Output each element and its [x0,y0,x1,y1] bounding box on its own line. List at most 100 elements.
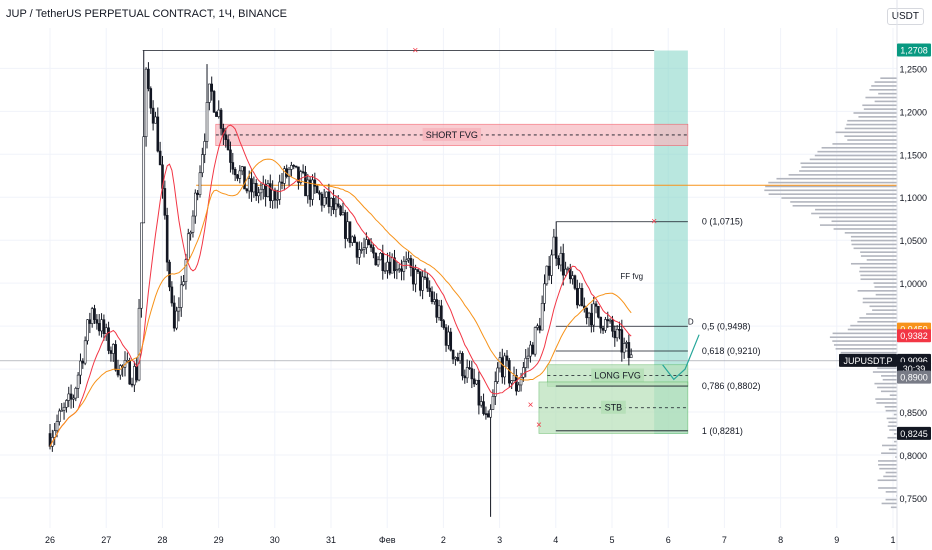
volume-profile-bar [790,201,897,203]
candle-body [538,325,542,331]
candle-body [97,323,101,332]
volume-profile-bar [876,402,897,404]
volume-profile-bar [875,293,897,296]
fvg-zones: SHORT FVG LONG FVG STB [215,50,689,434]
x-tick-label: 29 [214,535,224,545]
time-axis[interactable]: 26 27 28 29 30 31 Фев 2 3 4 5 6 7 8 9 1 [45,535,896,545]
candle-body [611,319,614,332]
candle-body [339,206,342,216]
candle-body [273,189,277,201]
volume-profile-bar [814,154,897,157]
volume-profile-bar [851,243,897,246]
candle-body [440,305,443,321]
volume-profile-bar [871,85,897,87]
currency-selector[interactable]: USDT [886,8,924,25]
candle-body [102,319,106,334]
candle-body [545,265,549,285]
candle-body [334,203,338,211]
candle-body [369,244,373,248]
candle-body [107,327,110,351]
volume-profile-bar [768,193,897,195]
candle-body [367,239,371,245]
volume-profile-bar [850,324,897,327]
candle-body [458,353,462,361]
candle-body [358,249,361,258]
candle-body [470,368,474,380]
candle-body [531,344,535,355]
volume-profile-bar [850,239,897,242]
candle-body [426,277,429,289]
candle-body [154,116,157,124]
fib-label: 0 (1,0715) [702,217,743,227]
candle-body [522,367,525,378]
candle-body [308,179,312,200]
volume-profile-bar [819,216,897,219]
candle-body [575,288,579,306]
candle-body [620,329,624,353]
ema-fast-line [49,124,632,447]
candle-body [557,258,560,266]
candle-body [625,342,628,344]
candle-body [442,320,446,328]
volume-profile [764,77,897,509]
volume-profile-bar [801,166,897,168]
candle-body [390,257,394,274]
candle-body [543,283,546,304]
volume-profile-bar [764,189,897,192]
candle-body [615,328,619,339]
candle-body [561,253,565,276]
price-label-badge [897,370,931,384]
candle-body [585,307,588,319]
candle-body [217,109,221,117]
volume-profile-bar [877,386,897,389]
candle-body [343,212,347,239]
candle-body [306,179,310,197]
candle-body [484,413,488,415]
x-marker-icon: × [412,46,418,57]
candle-body [90,308,94,324]
volume-profile-bar [847,119,897,122]
candle-body [271,189,274,202]
candle-body [554,236,558,259]
candle-body [163,188,167,216]
volume-profile-bar [860,274,897,277]
candle-body [479,401,483,406]
volume-profile-bar [781,197,897,199]
volume-profile-bar [885,409,897,412]
volume-profile-bar [895,456,897,458]
volume-profile-bar [857,320,897,323]
candle-body [505,355,509,361]
candle-body [608,319,612,322]
volume-profile-bar [844,232,897,234]
candle-body [297,166,300,183]
candle-body [592,303,596,326]
candle-body [191,215,195,233]
price-label-badge [897,426,931,440]
volume-profile-bar [799,170,897,172]
candle-body [177,307,181,312]
candle-body [536,325,539,328]
volume-profile-bar [884,406,897,408]
x-tick-label: 4 [553,535,558,545]
candle-body [533,327,537,355]
candle-body [313,179,317,187]
candle-body [604,319,607,331]
candle-body [627,342,631,358]
price-axis[interactable]: 1,25001,20001,15001,10001,05001,00000,95… [839,0,931,550]
volume-profile-bar [880,77,897,79]
volume-profile-bar [877,367,897,369]
candle-body [510,380,513,384]
price-label-text: JUPUSDT.P [843,356,892,366]
volume-profile-bar [877,479,897,482]
candle-body [594,303,598,307]
candle-body [257,192,260,197]
candle-body [247,178,251,192]
volume-profile-bar [819,224,897,226]
candle-body [540,303,544,331]
candle-body [629,354,633,358]
x-tick-label: 31 [326,535,336,545]
candle-body [578,288,581,306]
y-tick-label: 1,0000 [899,279,927,289]
candle-body [137,307,141,381]
